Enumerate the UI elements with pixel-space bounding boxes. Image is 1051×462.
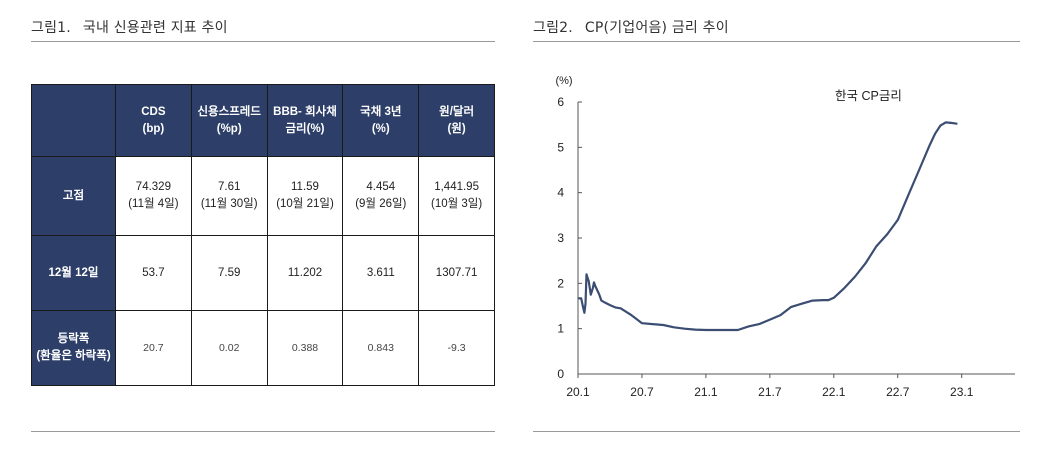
cp-rate-chart: 0 1 2 3 4 5 6 (%) 20.1 20.7 21.1 21.7 22.1 22.7 23.1 한국… xyxy=(555,75,1015,399)
table-cell: 3.611 xyxy=(342,235,420,311)
table-header-row: CDS (bp) 신용스프레드 (%p) BBB- 회사채 금리(%) 국채 3년 (%… xyxy=(31,84,495,157)
figure2-top-rule xyxy=(533,41,1020,42)
figure1-top-rule xyxy=(31,41,495,42)
series-label: 한국 CP금리 xyxy=(835,89,902,103)
y-tick-label: 4 xyxy=(557,186,564,200)
table-cell: 74.329 (11월 4일) xyxy=(115,156,192,236)
figure1-title-text: 국내 신용관련 지표 추이 xyxy=(82,20,228,36)
row-header: 12월 12일 xyxy=(31,235,116,311)
figure2-title-text: CP(기업어음) 금리 추이 xyxy=(584,20,729,36)
figure2-title: 그림2. CP(기업어음) 금리 추이 xyxy=(533,17,729,37)
row-header: 고점 xyxy=(31,156,116,236)
table-cell: 11.202 xyxy=(266,235,344,311)
x-tick-label: 22.7 xyxy=(886,385,910,399)
x-tick-label: 22.1 xyxy=(822,385,846,399)
table-row: 등락폭 (환율은 하락폭) 20.7 0.02 0.388 0.843 -9.3 xyxy=(31,310,495,386)
figure1-number: 그림1. xyxy=(31,20,71,36)
table-cell: 4.454 (9월 26일) xyxy=(342,156,420,236)
table-cell: 11.59 (10월 21일) xyxy=(266,156,344,236)
table-cell: 0.843 xyxy=(342,310,420,386)
row-header: 등락폭 (환율은 하락폭) xyxy=(31,310,116,386)
table-cell: -9.3 xyxy=(418,310,495,386)
x-tick-label: 20.7 xyxy=(630,385,654,399)
column-header: 신용스프레드 (%p) xyxy=(190,84,268,157)
y-tick-label: 0 xyxy=(557,367,564,381)
y-tick-label: 3 xyxy=(557,231,564,245)
column-header: BBB- 회사채 금리(%) xyxy=(266,84,344,157)
figure1-bottom-rule xyxy=(31,431,495,432)
table-row: 12월 12일 53.7 7.59 11.202 3.611 1307.71 xyxy=(31,235,495,311)
table-cell: 53.7 xyxy=(115,235,192,311)
y-tick-label: 1 xyxy=(557,322,564,336)
table-row: 고점 74.329 (11월 4일) 7.61 (11월 30일) 11.59 (10… xyxy=(31,156,495,236)
y-tick-label: 5 xyxy=(557,140,564,154)
figure2-number: 그림2. xyxy=(533,20,573,36)
table-cell: 0.02 xyxy=(190,310,268,386)
table-cell: 7.59 xyxy=(190,235,268,311)
x-tick-label: 23.1 xyxy=(950,385,974,399)
column-header: CDS (bp) xyxy=(115,84,192,157)
x-tick-label: 21.1 xyxy=(694,385,718,399)
table-cell: 1,441.95 (10월 3일) xyxy=(418,156,495,236)
table-cell: 0.388 xyxy=(266,310,344,386)
y-unit-label: (%) xyxy=(555,75,572,87)
y-tick-label: 2 xyxy=(557,276,564,290)
table-cell: 7.61 (11월 30일) xyxy=(190,156,268,236)
cp-rate-line xyxy=(578,121,958,332)
column-header: 원/달러 (원) xyxy=(418,84,495,157)
y-tick-label: 6 xyxy=(557,95,564,109)
table-cell: 20.7 xyxy=(115,310,192,386)
figure1-title: 그림1. 국내 신용관련 지표 추이 xyxy=(31,17,228,37)
table-cell: 1307.71 xyxy=(418,235,495,311)
x-tick-label: 21.7 xyxy=(758,385,782,399)
figure2-bottom-rule xyxy=(533,431,1020,432)
x-tick-label: 20.1 xyxy=(566,385,590,399)
credit-indicator-table: CDS (bp) 신용스프레드 (%p) BBB- 회사채 금리(%) 국채 3년 (%… xyxy=(31,84,495,386)
column-header: 국채 3년 (%) xyxy=(342,84,420,157)
table-corner-cell xyxy=(31,84,116,157)
